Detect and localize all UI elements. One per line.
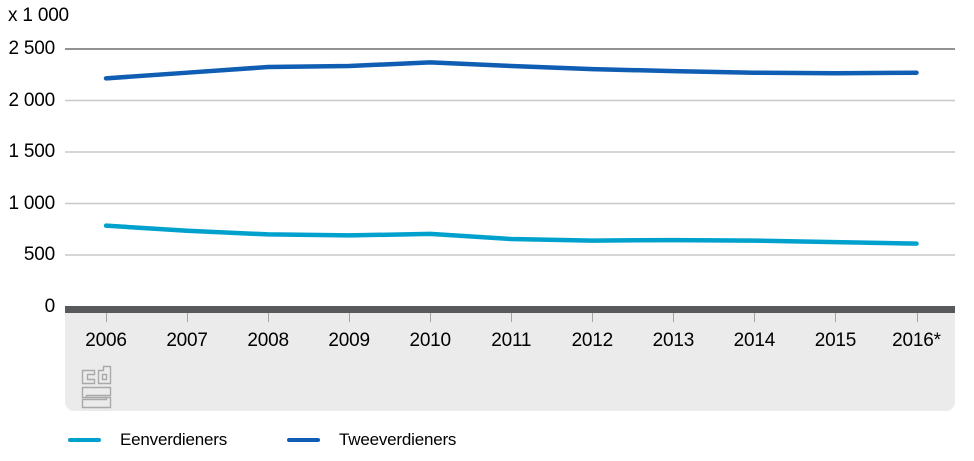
x-axis-label: 2011 [491,330,532,351]
x-axis-label: 2010 [409,330,451,351]
cbs-logo-letter-b [97,365,112,385]
series-line-eenverdieners [103,223,919,246]
x-axis-tick [430,313,432,322]
y-axis-tick-label: 0 [44,295,56,317]
legend-swatch-tweeverdieners [287,437,321,443]
y-axis-tick-label: 1 000 [8,192,55,214]
x-axis-label: 2016* [892,330,941,351]
x-axis-tick [592,313,594,322]
legend-swatch-eenverdieners [68,437,101,443]
y-axis: 0 500 1 000 1 500 2 000 2 500 [0,0,55,330]
x-axis-tick [835,313,837,322]
x-axis-label: 2008 [247,330,289,351]
legend-label-eenverdieners: Eenverdieners [120,430,228,449]
x-axis-tick [754,313,756,322]
cbs-logo-letter-s [81,386,112,409]
series-line-tweeverdieners [103,60,919,81]
x-axis-band: 2006 2007 2008 2009 2010 2011 2012 2013 2014 2015… [65,313,955,411]
x-axis-label: 2012 [571,330,614,351]
y-axis-tick-label: 2 500 [8,38,55,59]
x-axis-label: 2014 [733,330,776,351]
x-axis-label: 2013 [652,330,695,351]
x-axis-tick [673,313,675,322]
legend-label-tweeverdieners: Tweeverdieners [339,430,457,449]
zero-axis-line [65,306,955,313]
y-axis-tick-label: 1 500 [8,141,55,162]
cbs-logo-letter-c [81,369,96,385]
y-axis-tick-label: 2 000 [8,89,55,111]
cbs-logo-letter-b-counter [101,373,108,381]
legend-item-tweeverdieners: Tweeverdieners [287,429,456,451]
x-axis-label: 2015 [814,330,857,351]
x-axis-label: 2006 [85,330,127,351]
plot-area [65,48,955,313]
y-axis-unit-label: x 1 000 [8,5,69,26]
x-axis-label: 2009 [328,330,370,351]
y-axis-tick-label: 500 [23,244,55,265]
x-axis-tick [916,313,918,322]
cbs-logo [81,365,112,409]
grid-lines [65,48,955,256]
x-axis-tick [511,313,513,322]
legend-item-eenverdieners: Eenverdieners [68,429,227,451]
x-axis-tick [106,313,107,322]
x-axis-tick [187,313,189,322]
legend: Eenverdieners Tweeverdieners [68,428,456,452]
x-axis-tick [349,313,351,322]
x-axis-label: 2007 [166,330,208,351]
x-axis-tick [268,313,270,322]
